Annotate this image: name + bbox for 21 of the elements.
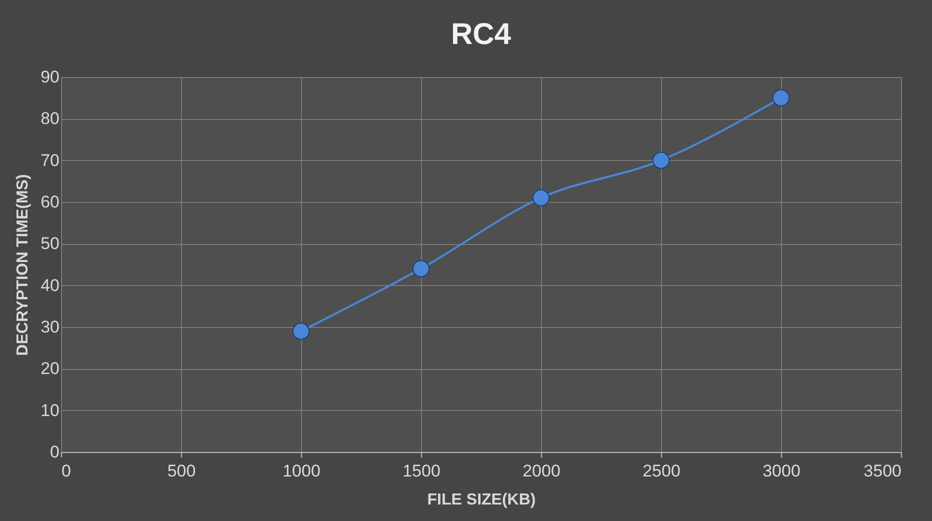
y-tick-label: 70	[40, 150, 60, 170]
chart-title: RC4	[450, 18, 512, 51]
x-tick-label: 2000	[522, 462, 560, 480]
y-tick-label: 20	[40, 359, 60, 378]
x-tick-label: 1000	[282, 462, 320, 480]
y-axis-title: DECRYPTION TIME(MS)	[14, 174, 32, 356]
x-tick-label: 0	[62, 462, 71, 480]
x-tick-label: 3500	[864, 462, 902, 480]
y-tick-label: 80	[40, 109, 60, 128]
x-tick-label: 2500	[642, 462, 680, 480]
x-axis-title: FILE SIZE(KB)	[427, 492, 536, 508]
y-tick-label: 0	[50, 442, 60, 462]
x-tick-label: 3000	[762, 462, 800, 480]
y-tick-label: 60	[40, 192, 60, 212]
y-tick-label: 50	[40, 234, 60, 254]
x-tick-label: 1500	[402, 462, 440, 480]
y-tick-label: 40	[40, 276, 60, 295]
x-tick-label: 500	[167, 462, 196, 480]
y-tick-label: 10	[40, 400, 60, 420]
y-tick-label: 30	[40, 318, 60, 336]
y-tick-label: 90	[40, 68, 60, 86]
